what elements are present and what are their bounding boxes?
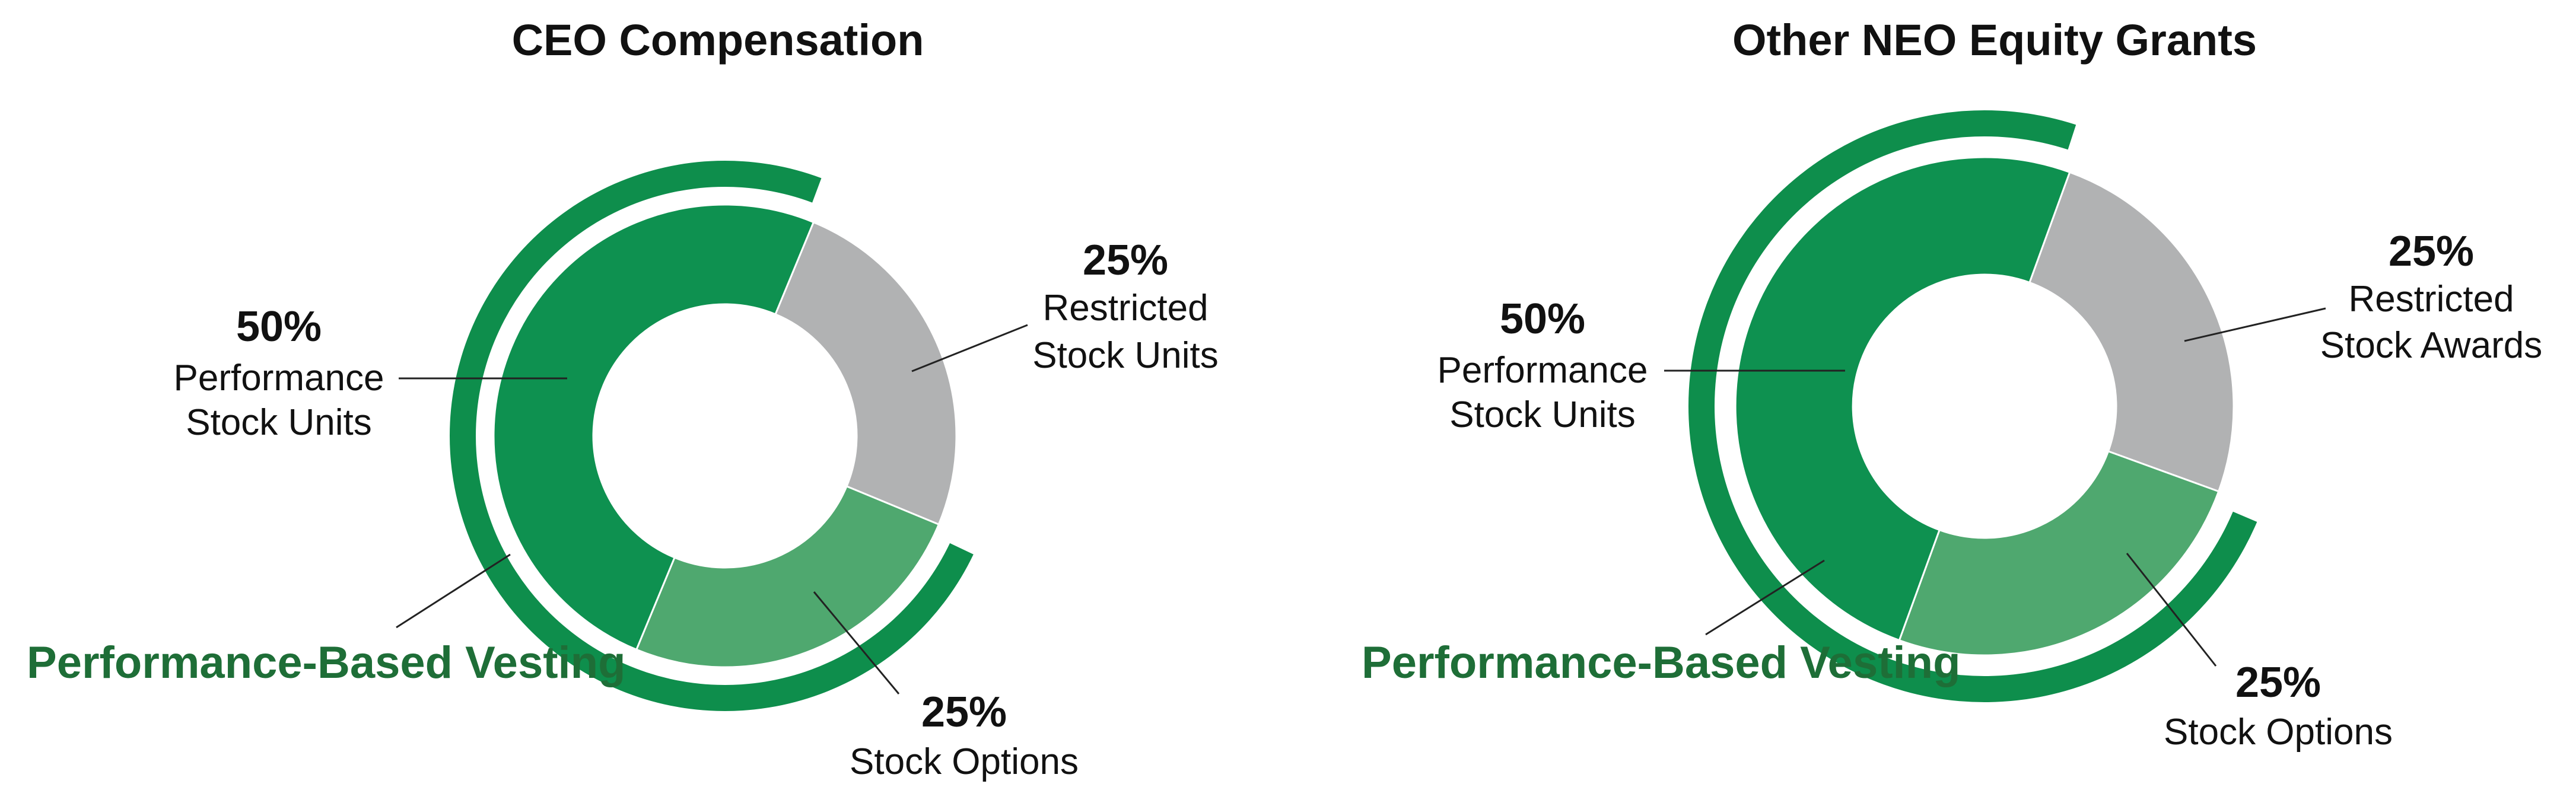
slice-label-psu-line2: Stock Units	[1449, 394, 1636, 435]
slice-label-psu-percent: 50%	[236, 303, 322, 350]
donut-slice-stock-options	[1898, 450, 2220, 657]
slice-label-rsu-line2: Stock Units	[1032, 335, 1219, 376]
slice-label-options-percent: 25%	[2235, 659, 2321, 706]
leader-line-rsa	[2184, 307, 2326, 342]
slice-label-rsa-line1: Restricted	[2348, 279, 2514, 320]
slice-label-psu-percent: 50%	[1500, 295, 1585, 343]
leader-line-rsu	[911, 324, 1028, 372]
donut-slice-restricted	[774, 221, 958, 526]
chart-ceo-compensation: CEO Compensation 50% Performance Stock U…	[27, 15, 1219, 782]
slice-label-rsa-line2: Stock Awards	[2320, 325, 2542, 366]
slice-label-rsu-line1: Restricted	[1042, 288, 1208, 329]
chart-title: Other NEO Equity Grants	[1732, 15, 2257, 65]
leader-line-vesting	[396, 553, 511, 629]
slice-label-options-line1: Stock Options	[850, 741, 1079, 782]
slice-label-psu-line2: Stock Units	[186, 402, 372, 443]
donut-slice-performance-stock-units	[1734, 156, 2071, 642]
chart-other-neo-equity-grants: Other NEO Equity Grants 50% Performance …	[1362, 15, 2542, 753]
slice-label-options-percent: 25%	[921, 689, 1007, 736]
donut-slice-performance-stock-units	[492, 203, 815, 651]
slice-label-psu-line1: Performance	[1438, 350, 1648, 391]
performance-vesting-label: Performance-Based Vesting	[1362, 638, 1961, 688]
donut-slice-stock-options	[635, 485, 940, 668]
leader-line-options	[2126, 553, 2217, 667]
slice-label-options-line1: Stock Options	[2164, 712, 2393, 753]
donut	[1734, 156, 2235, 657]
donut	[492, 203, 958, 668]
slice-label-rsu-percent: 25%	[1083, 237, 1168, 284]
leader-line-vesting	[1705, 559, 1825, 636]
donut-slice-restricted	[2028, 171, 2235, 493]
slice-label-rsa-percent: 25%	[2389, 228, 2474, 275]
slice-label-psu-line1: Performance	[174, 358, 384, 399]
performance-vesting-label: Performance-Based Vesting	[27, 638, 626, 688]
chart-title: CEO Compensation	[512, 15, 924, 65]
leader-line-options	[813, 591, 900, 694]
